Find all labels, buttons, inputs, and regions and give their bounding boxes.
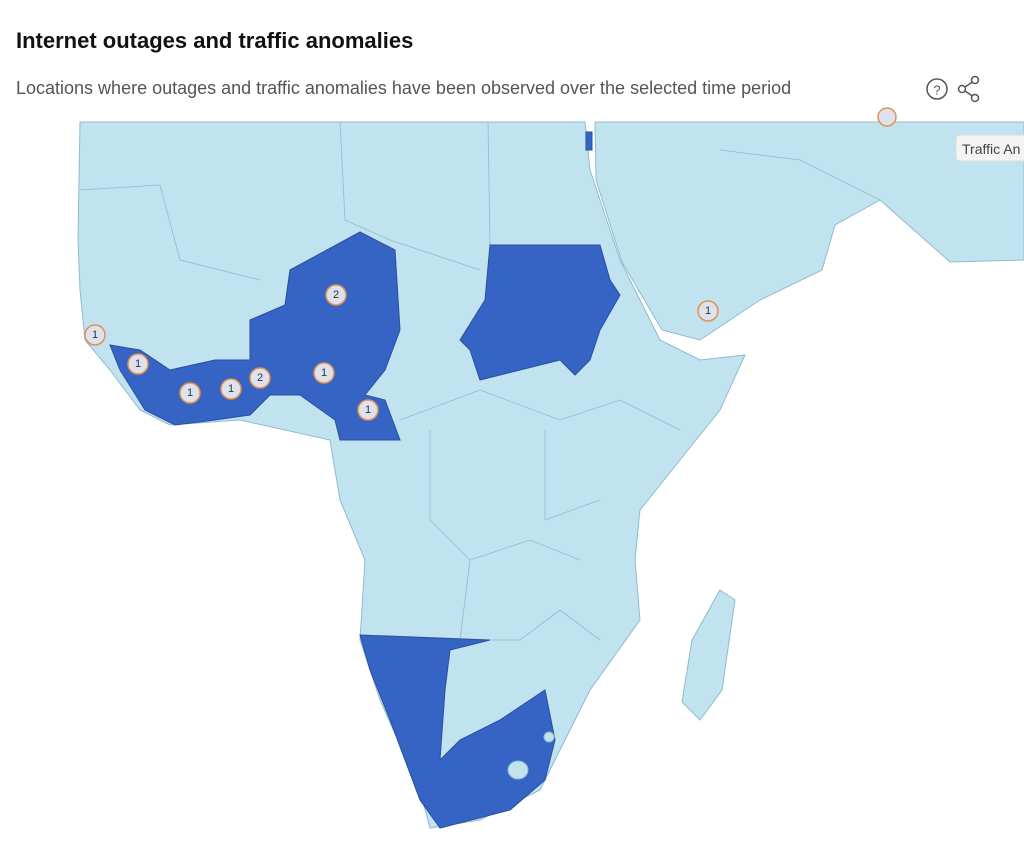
markers: 1 1 1 1 2 1 2 1 1: [84, 284, 719, 421]
marker-count: 1: [705, 305, 711, 317]
legend-tab-label: Traffic An: [962, 141, 1020, 157]
help-mark: ?: [933, 83, 940, 98]
help-icon[interactable]: ?: [926, 78, 948, 100]
marker-count: 1: [228, 383, 234, 395]
marker-circle: [179, 382, 201, 404]
outage-marker[interactable]: 1: [697, 300, 719, 322]
outage-marker[interactable]: 1: [84, 324, 106, 346]
outage-marker[interactable]: 1: [179, 382, 201, 404]
marker-circle: [127, 353, 149, 375]
title: Internet outages and traffic anomalies: [16, 28, 414, 53]
marker-circle: [357, 399, 379, 421]
outage-marker[interactable]: 1: [220, 378, 242, 400]
marker-circle: [313, 362, 335, 384]
outage-marker[interactable]: 1: [313, 362, 335, 384]
marker-count: 1: [365, 404, 371, 416]
subtitle: Locations where outages and traffic anom…: [16, 78, 792, 98]
marker-circle: [220, 378, 242, 400]
marker-circle: [249, 367, 271, 389]
help-circle: [926, 78, 948, 100]
marker-circle: [697, 300, 719, 322]
marker-count: 2: [333, 289, 339, 301]
outage-marker[interactable]: 2: [249, 367, 271, 389]
marker-count: 1: [321, 367, 327, 379]
marker-circle: [84, 324, 106, 346]
outage-marker[interactable]: 1: [357, 399, 379, 421]
marker-count: 1: [92, 329, 98, 341]
marker-count: 1: [135, 358, 141, 370]
offscreen-marker[interactable]: [877, 107, 897, 127]
marker-count: 2: [257, 372, 263, 384]
outage-marker[interactable]: 2: [325, 284, 347, 306]
marker-circle: [325, 284, 347, 306]
marker-count: 1: [187, 387, 193, 399]
outage-marker[interactable]: 1: [127, 353, 149, 375]
share-icon[interactable]: [957, 75, 980, 103]
legend-tab[interactable]: Traffic An: [955, 134, 1024, 162]
